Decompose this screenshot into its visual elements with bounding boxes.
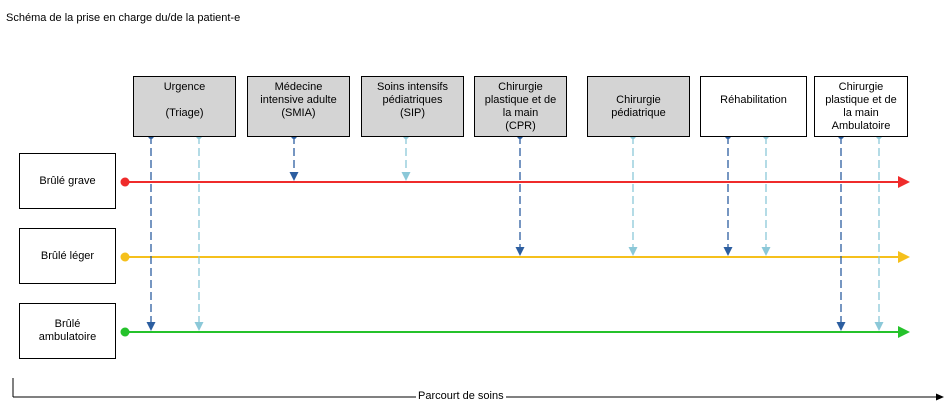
patient-line-arrowhead (898, 326, 910, 338)
service-header-line: Chirurgie (616, 94, 661, 106)
axis-label: Parcourt de soins (416, 390, 506, 402)
service-header-line: Médecine (274, 81, 323, 93)
service-header-line: Réhabilitation (720, 94, 787, 106)
service-header-5: Réhabilitation (700, 76, 807, 137)
service-header-line: la main (843, 107, 879, 119)
patient-line-start-dot (120, 327, 130, 337)
connection-arrowhead (289, 172, 299, 181)
service-header-6: Chirurgie plastique et de la main Ambulatoi… (814, 76, 908, 137)
patient-label-text: Brûlé léger (40, 249, 95, 262)
service-header-line: (CPR) (505, 120, 536, 132)
service-header-3: Chirurgie plastique et de la main (CPR) (474, 76, 567, 137)
service-header-line: plastique et de (825, 94, 897, 106)
connection-arrowhead (146, 322, 156, 331)
service-header-line: pédiatrique (611, 107, 666, 119)
service-header-4: Chirurgie pédiatrique (587, 76, 690, 137)
connection-arrowhead (874, 322, 884, 331)
service-header-line: Ambulatoire (831, 120, 891, 132)
patient-label-0: Brûlé grave (19, 153, 116, 209)
page-title: Schéma de la prise en charge du/de la pa… (6, 12, 241, 24)
patient-line-arrowhead (898, 176, 910, 188)
connection-arrowhead (723, 247, 733, 256)
service-header-line: Soins intensifs (377, 81, 448, 93)
connection-arrowhead (628, 247, 638, 256)
patient-label-2: Brûlé ambulatoire (19, 303, 116, 359)
service-header-line: (SMIA) (281, 107, 316, 119)
patient-label-text: Brûlé ambulatoire (38, 318, 97, 343)
connection-arrowhead (401, 172, 411, 181)
connection-arrowhead (515, 247, 525, 256)
connection-arrowhead (761, 247, 771, 256)
service-header-line: (Triage) (165, 107, 204, 119)
connection-arrowhead (836, 322, 846, 331)
service-header-line: (SIP) (399, 107, 426, 119)
service-header-0: Urgence (Triage) (133, 76, 236, 137)
service-header-line: plastique et de (484, 94, 557, 106)
patient-line-arrowhead (898, 251, 910, 263)
service-header-1: Médecine intensive adulte (SMIA) (247, 76, 350, 137)
axis-arrowhead (936, 393, 944, 401)
connection-arrowhead (194, 322, 204, 331)
patient-label-1: Brûlé léger (19, 228, 116, 284)
service-header-2: Soins intensifs pédiatriques (SIP) (361, 76, 464, 137)
service-header-line: pédiatriques (382, 94, 443, 106)
service-header-line: Chirurgie (838, 81, 884, 93)
service-header-line: intensive adulte (260, 94, 337, 106)
service-header-line: la main (502, 107, 539, 119)
service-header-line: Urgence (163, 81, 206, 93)
patient-line-start-dot (120, 177, 130, 187)
patient-label-text: Brûlé grave (39, 174, 96, 187)
patient-line-start-dot (120, 252, 130, 262)
service-header-line: Chirurgie (498, 81, 543, 93)
